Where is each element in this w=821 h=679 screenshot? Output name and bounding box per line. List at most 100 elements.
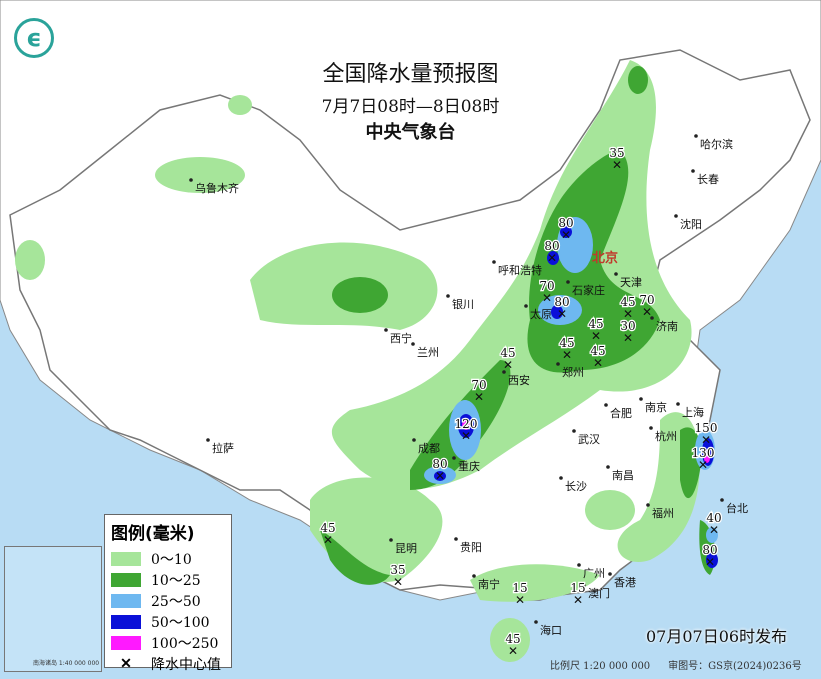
city-dot bbox=[566, 280, 570, 284]
x-mark-icon: ✕ bbox=[508, 644, 518, 658]
rain-center-value: 40 bbox=[706, 511, 721, 525]
x-mark-icon: ✕ bbox=[515, 593, 525, 607]
legend-label: 25～50 bbox=[151, 593, 201, 610]
city-dot bbox=[608, 572, 612, 576]
city-dot bbox=[650, 316, 654, 320]
x-mark-icon: ✕ bbox=[642, 305, 652, 319]
x-mark-icon: ✕ bbox=[435, 469, 445, 483]
city-label: 南京 bbox=[645, 400, 667, 414]
city-dot bbox=[524, 304, 528, 308]
legend-label: 100～250 bbox=[151, 635, 219, 652]
legend-title: 图例(毫米) bbox=[111, 524, 195, 544]
capital-label: 北京 bbox=[592, 250, 618, 266]
approval-number: 审图号：GS京(2024)0236号 bbox=[668, 661, 802, 672]
city-dot bbox=[189, 178, 193, 182]
city-dot bbox=[577, 563, 581, 567]
city-label: 呼和浩特 bbox=[498, 263, 542, 277]
city-dot bbox=[412, 438, 416, 442]
rain-center-value: 45 bbox=[320, 521, 335, 535]
x-mark-icon: ✕ bbox=[542, 291, 552, 305]
rain-center-value: 35 bbox=[390, 563, 405, 577]
city-label: 长沙 bbox=[565, 480, 587, 493]
x-mark-icon: ✕ bbox=[573, 593, 583, 607]
rain-center-value: 70 bbox=[471, 378, 486, 392]
city-label: 济南 bbox=[656, 319, 678, 333]
x-mark-icon: ✕ bbox=[709, 523, 719, 537]
x-mark-icon: ✕ bbox=[503, 358, 513, 372]
city-dot bbox=[582, 583, 586, 587]
city-label: 石家庄 bbox=[572, 283, 605, 297]
rain-center-value: 30 bbox=[620, 319, 635, 333]
city-dot bbox=[411, 342, 415, 346]
city-label: 乌鲁木齐 bbox=[195, 181, 239, 195]
city-dot bbox=[556, 362, 560, 366]
city-label: 天津 bbox=[620, 276, 642, 289]
legend-swatch bbox=[111, 572, 141, 587]
rain-center-value: 45 bbox=[559, 336, 574, 350]
city-label: 太原 bbox=[530, 308, 552, 321]
city-label: 昆明 bbox=[395, 542, 417, 555]
publish-time: 07月07日06时发布 bbox=[646, 627, 788, 646]
inset-caption: 南海诸岛 1:40 000 000 bbox=[33, 660, 100, 667]
rain-center-value: 80 bbox=[544, 239, 559, 253]
legend-label: 0～10 bbox=[151, 551, 192, 568]
rain-50-100 bbox=[434, 226, 718, 568]
footer: 比例尺 1:20 000 000 审图号：GS京(2024)0236号 bbox=[550, 657, 820, 672]
x-mark-icon: ✕ bbox=[547, 251, 557, 265]
legend-label: 降水中心值 bbox=[151, 656, 221, 673]
city-dot bbox=[384, 328, 388, 332]
forecast-period: 7月7日08时—8日08时 bbox=[321, 97, 500, 117]
x-mark-icon: ✕ bbox=[120, 655, 132, 672]
city-label: 广州 bbox=[583, 567, 605, 580]
rain-center-value: 45 bbox=[590, 344, 605, 358]
rain-center-value: 15 bbox=[512, 581, 527, 595]
x-mark-icon: ✕ bbox=[557, 307, 567, 321]
legend-item: 50～100 bbox=[111, 611, 225, 632]
x-mark-icon: ✕ bbox=[593, 356, 603, 370]
rain-center-value: 70 bbox=[539, 279, 554, 293]
city-dot bbox=[604, 403, 608, 407]
legend-item: ✕ 降水中心值 bbox=[111, 653, 225, 674]
scale-text: 比例尺 1:20 000 000 bbox=[550, 661, 651, 672]
x-mark-icon: ✕ bbox=[323, 533, 333, 547]
legend-label: 10～25 bbox=[151, 572, 201, 589]
city-dot bbox=[559, 476, 563, 480]
cma-logo: ϵ bbox=[14, 18, 54, 58]
x-mark-icon: ✕ bbox=[461, 429, 471, 443]
city-dot bbox=[676, 402, 680, 406]
x-mark-icon: ✕ bbox=[561, 228, 571, 242]
city-label: 上海 bbox=[682, 405, 704, 419]
x-mark-icon: ✕ bbox=[623, 331, 633, 345]
legend-swatch bbox=[111, 614, 141, 629]
city-dot bbox=[454, 537, 458, 541]
map-title: 全国降水量预报图 bbox=[322, 62, 499, 87]
x-mark-icon: ✕ bbox=[623, 307, 633, 321]
x-mark-icon: ✕ bbox=[612, 158, 622, 172]
city-dot bbox=[446, 294, 450, 298]
legend: 图例(毫米) 0～10 10～25 25～50 50～100 100～250 ✕… bbox=[104, 514, 232, 673]
south-china-sea-inset: 南海诸岛 1:40 000 000 bbox=[4, 546, 102, 672]
rain-center-value: 120 bbox=[455, 417, 478, 431]
rain-center-value: 130 bbox=[692, 446, 715, 460]
legend-item: 10～25 bbox=[111, 569, 225, 590]
legend-item: 100～250 bbox=[111, 632, 225, 653]
city-label: 西安 bbox=[508, 373, 530, 387]
city-label: 海口 bbox=[540, 623, 562, 637]
x-mark-icon: ✕ bbox=[701, 433, 711, 447]
x-mark-icon: ✕ bbox=[591, 329, 601, 343]
x-mark-icon: ✕ bbox=[562, 348, 572, 362]
city-label: 哈尔滨 bbox=[700, 137, 733, 151]
rain-center-value: 45 bbox=[505, 632, 520, 646]
city-dot bbox=[694, 134, 698, 138]
city-dot bbox=[502, 370, 506, 374]
city-label: 南宁 bbox=[478, 577, 500, 591]
rain-center-value: 45 bbox=[620, 295, 635, 309]
city-label: 福州 bbox=[652, 506, 674, 520]
city-label: 重庆 bbox=[458, 459, 480, 473]
city-label: 沈阳 bbox=[680, 217, 702, 231]
agency-name: 中央气象台 bbox=[365, 122, 456, 143]
rain-center-value: 45 bbox=[500, 346, 515, 360]
legend-swatch bbox=[111, 593, 141, 608]
